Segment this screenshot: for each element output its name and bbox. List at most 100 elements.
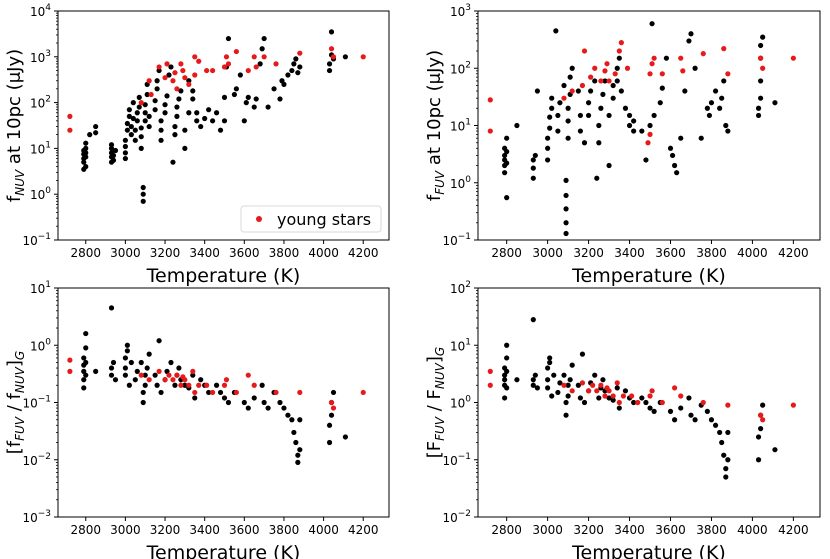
data-point	[176, 365, 182, 371]
data-point	[502, 170, 508, 176]
x-tick-label: 3400	[189, 246, 220, 260]
data-point	[142, 372, 148, 378]
x-tick-label: 2800	[70, 523, 101, 537]
series-field-stars	[502, 317, 778, 480]
data-point	[504, 160, 510, 166]
y-tick-label: 101	[450, 118, 471, 134]
data-point	[639, 128, 645, 134]
data-point	[600, 91, 606, 97]
data-point	[186, 382, 192, 388]
data-point	[231, 91, 238, 98]
data-point	[146, 123, 152, 130]
y-tick-label: 10−2	[22, 452, 51, 468]
y-axis-label: [FFUV / FNUV]G	[424, 347, 447, 458]
y-tick-exponent: 1	[465, 337, 471, 347]
x-tick-label: 3000	[110, 246, 141, 260]
y-label-subscript: NUV	[13, 169, 27, 196]
data-point	[110, 157, 117, 163]
data-point	[110, 359, 117, 366]
data-point	[712, 422, 719, 428]
data-point	[545, 157, 551, 163]
data-point	[647, 122, 653, 129]
data-point	[532, 372, 538, 378]
data-point	[261, 399, 267, 406]
data-point	[647, 393, 653, 399]
y-tick-label: 101	[30, 280, 51, 296]
x-tick-label: 3000	[110, 523, 141, 537]
y-tick-base: 10	[22, 454, 37, 468]
data-point	[136, 94, 142, 100]
y-tick-base: 10	[442, 511, 457, 525]
x-tick-label: 3600	[655, 523, 686, 537]
y-tick-base: 10	[30, 51, 45, 65]
data-point	[221, 94, 228, 100]
y-tick-base: 10	[450, 177, 465, 191]
data-point	[649, 61, 655, 67]
data-point	[217, 389, 224, 396]
data-point	[182, 382, 188, 388]
data-point	[610, 82, 616, 89]
data-point	[297, 50, 303, 56]
data-point	[108, 365, 115, 371]
data-point	[342, 54, 348, 60]
data-point	[547, 355, 553, 361]
data-point	[122, 143, 128, 150]
data-point	[146, 351, 152, 357]
x-tick-label: 4200	[348, 523, 379, 537]
data-point	[162, 102, 168, 108]
x-tick-label: 4200	[778, 246, 809, 260]
data-point	[128, 132, 134, 138]
data-point	[671, 162, 678, 169]
data-point	[156, 64, 162, 70]
y-tick-exponent: 3	[45, 49, 51, 59]
data-point	[186, 110, 192, 116]
data-point	[112, 147, 119, 154]
data-point	[156, 368, 162, 374]
data-point	[758, 78, 764, 84]
data-point	[158, 137, 164, 143]
data-point	[251, 104, 257, 110]
data-point	[723, 122, 729, 129]
data-point	[487, 368, 493, 374]
data-point	[273, 389, 279, 396]
data-point	[575, 382, 581, 388]
plot-frame	[57, 287, 390, 518]
y-tick-label: 10−1	[22, 395, 51, 411]
data-point	[692, 65, 698, 71]
data-point	[83, 345, 89, 351]
x-tick-label: 3800	[696, 246, 727, 260]
data-point	[281, 81, 287, 87]
x-axis-label: Temperature (K)	[146, 542, 301, 559]
data-point	[178, 88, 184, 94]
data-point	[295, 70, 301, 76]
data-point	[596, 140, 602, 146]
data-point	[612, 71, 618, 77]
y-label-subscript-3: G	[433, 347, 447, 356]
data-point	[158, 127, 164, 133]
data-point	[760, 34, 766, 40]
data-point	[631, 128, 637, 134]
data-point	[530, 382, 536, 388]
data-point	[182, 377, 188, 383]
x-tick-label: 4000	[308, 523, 339, 537]
data-point	[81, 385, 87, 391]
data-point	[645, 140, 651, 146]
data-point	[569, 88, 575, 94]
data-point	[158, 118, 164, 124]
data-point	[134, 110, 140, 116]
data-point	[162, 75, 168, 81]
data-point	[83, 330, 89, 337]
data-point	[592, 372, 598, 378]
data-point	[237, 72, 243, 78]
y-tick-base: 10	[22, 397, 37, 411]
plot-frame	[477, 287, 821, 518]
data-point	[186, 78, 192, 84]
data-point	[551, 372, 557, 378]
y-tick-label: 103	[30, 49, 51, 65]
data-point	[83, 164, 89, 170]
y-label-mid: / f	[4, 392, 25, 417]
data-point	[192, 72, 198, 78]
data-point	[174, 86, 180, 92]
data-point	[549, 105, 555, 111]
data-point	[502, 395, 508, 401]
